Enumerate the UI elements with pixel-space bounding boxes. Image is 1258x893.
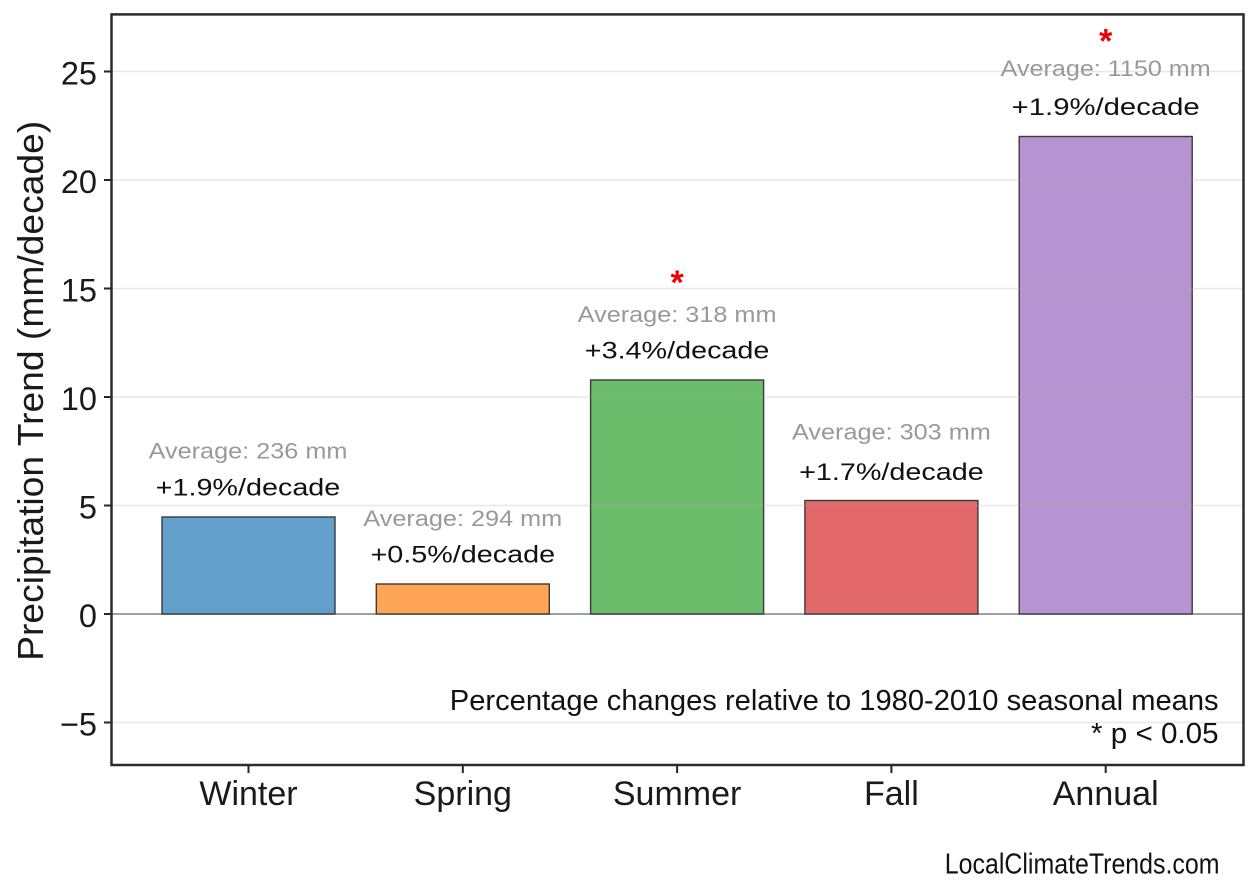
svg-text:+0.5%/decade: +0.5%/decade (371, 541, 556, 568)
svg-text:* p < 0.05: * p < 0.05 (1091, 718, 1219, 750)
svg-text:0: 0 (79, 598, 97, 634)
svg-text:Average: 236 mm: Average: 236 mm (149, 439, 348, 464)
svg-text:Spring: Spring (414, 775, 512, 813)
svg-text:Average: 1150 mm: Average: 1150 mm (1001, 56, 1211, 81)
svg-text:+1.7%/decade: +1.7%/decade (799, 459, 984, 486)
svg-text:Average: 294 mm: Average: 294 mm (363, 506, 562, 531)
svg-text:+3.4%/decade: +3.4%/decade (585, 337, 770, 364)
svg-text:25: 25 (61, 55, 97, 91)
svg-text:+1.9%/decade: +1.9%/decade (156, 474, 341, 501)
svg-text:Annual: Annual (1053, 775, 1159, 813)
svg-text:Winter: Winter (199, 775, 297, 813)
svg-text:LocalClimateTrends.com: LocalClimateTrends.com (945, 848, 1220, 880)
svg-text:20: 20 (61, 164, 97, 200)
svg-text:Average: 318 mm: Average: 318 mm (578, 302, 777, 327)
svg-text:Percentage changes relative to: Percentage changes relative to 1980-2010… (450, 685, 1219, 717)
svg-text:10: 10 (61, 381, 97, 417)
svg-text:Precipitation Trend (mm/decade: Precipitation Trend (mm/decade) (10, 121, 51, 661)
svg-text:−5: −5 (60, 706, 97, 742)
svg-text:Fall: Fall (864, 775, 919, 813)
svg-text:+1.9%/decade: +1.9%/decade (1012, 94, 1200, 121)
svg-text:15: 15 (61, 272, 97, 308)
svg-text:*: * (670, 264, 684, 302)
svg-text:Summer: Summer (613, 775, 741, 813)
svg-text:Average: 303 mm: Average: 303 mm (792, 420, 991, 445)
svg-text:*: * (1099, 22, 1113, 60)
svg-text:5: 5 (79, 489, 97, 525)
